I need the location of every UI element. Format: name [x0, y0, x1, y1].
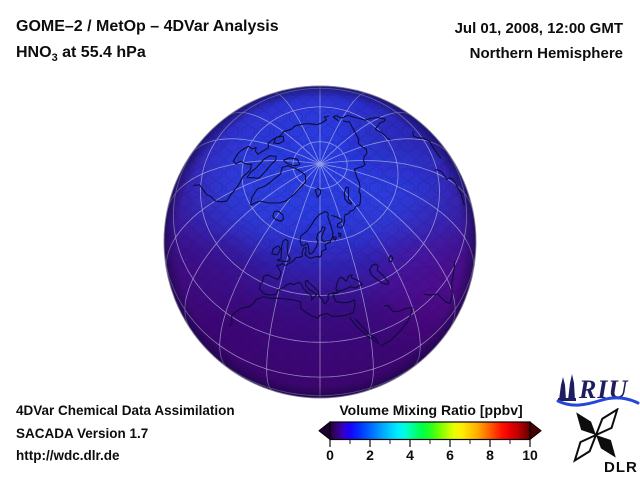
plot-title-block: GOME–2 / MetOp – 4DVar Analysis HNO3 at …	[16, 14, 279, 71]
colorbar-tick-label: 4	[406, 447, 414, 463]
colorbar-tick-label: 8	[486, 447, 494, 463]
dlr-label: DLR	[604, 459, 638, 476]
dlr-emblem-icon	[573, 407, 619, 463]
colorbar-tick-label: 10	[522, 447, 538, 463]
footer-credits: 4DVar Chemical Data Assimilation SACADA …	[16, 400, 235, 468]
colorbar-tick-label: 0	[326, 447, 334, 463]
colorbar-tick-label: 6	[446, 447, 454, 463]
colorbar-title: Volume Mixing Ratio [ppbv]	[339, 402, 523, 418]
version-label: SACADA Version 1.7	[16, 425, 149, 441]
species-label: HNO	[16, 44, 52, 61]
colorbar-tick-label: 2	[366, 447, 374, 463]
colorbar-tick-labels: 0 2 4 6 8 10	[318, 447, 544, 465]
datetime-block: Jul 01, 2008, 12:00 GMT Northern Hemisph…	[455, 16, 623, 66]
species-subscript: 3	[51, 52, 58, 65]
title-line1: GOME–2 / MetOp – 4DVar Analysis	[16, 18, 279, 35]
url-label: http://wdc.dlr.de	[16, 448, 120, 463]
assimilation-label: 4DVar Chemical Data Assimilation	[16, 403, 235, 418]
cathedral-icon	[558, 374, 576, 401]
riu-wave-icon	[556, 396, 640, 407]
hemisphere-label: Northern Hemisphere	[469, 45, 623, 62]
level-label: at 55.4 hPa	[57, 44, 146, 61]
title-line2: HNO3 at 55.4 hPa	[16, 40, 279, 71]
dlr-logo: DLR	[562, 407, 638, 476]
colorbar	[318, 420, 544, 449]
datetime-label: Jul 01, 2008, 12:00 GMT	[454, 20, 623, 37]
riu-logo: RIU	[556, 372, 640, 410]
globe-map	[160, 82, 480, 402]
